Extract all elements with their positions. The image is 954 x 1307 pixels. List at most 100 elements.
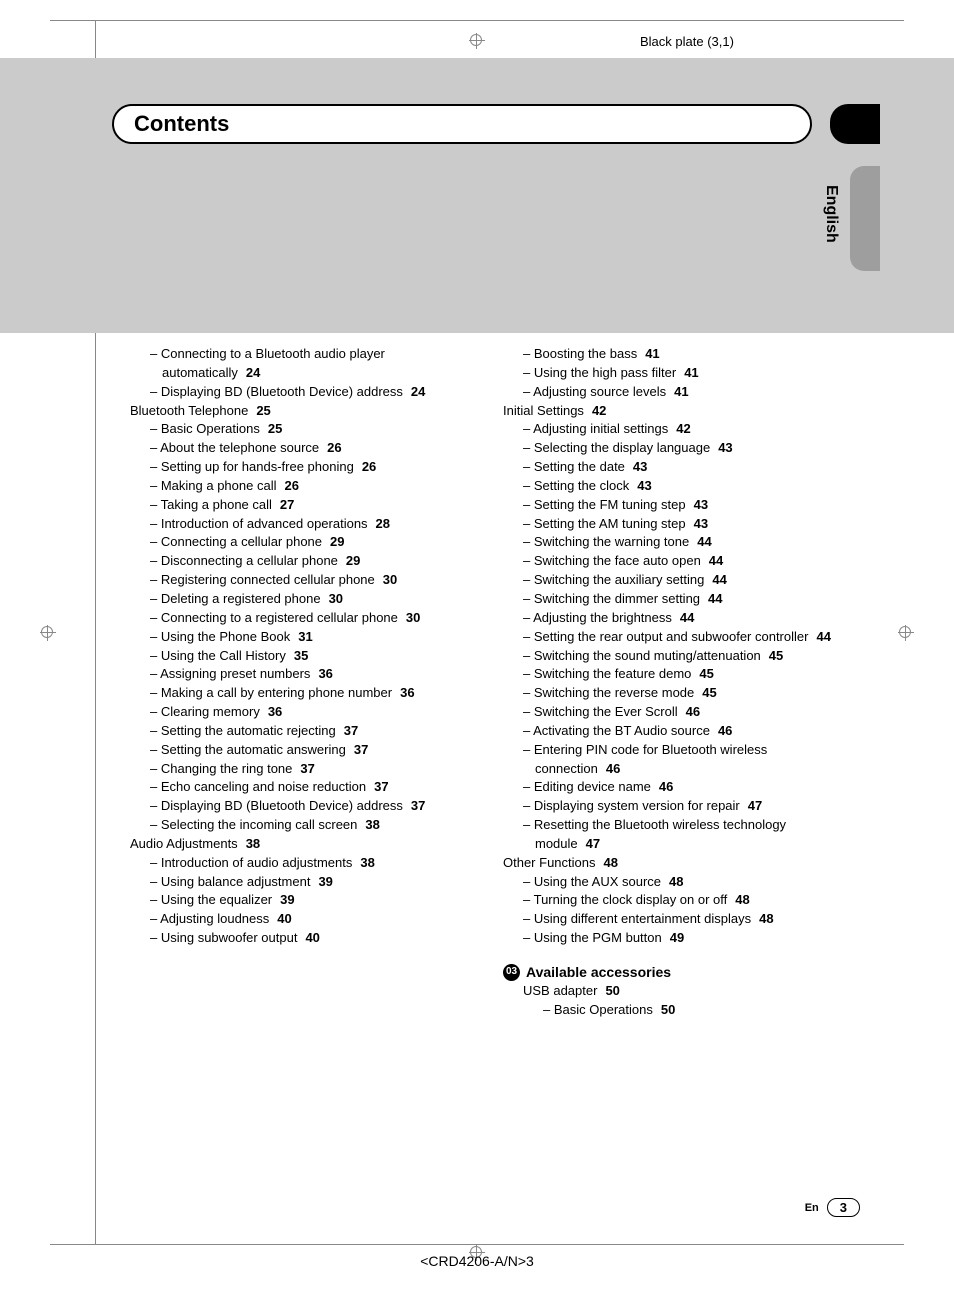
toc-text: Using the Phone Book bbox=[161, 629, 290, 644]
toc-text: Using the Call History bbox=[161, 648, 286, 663]
toc-page: 28 bbox=[376, 516, 390, 531]
toc-text: Resetting the Bluetooth wireless technol… bbox=[534, 817, 786, 851]
toc-subitem: Resetting the Bluetooth wireless technol… bbox=[503, 816, 850, 854]
toc-page: 25 bbox=[256, 403, 270, 418]
section-items: USB adapter50Basic Operations50 bbox=[503, 982, 850, 1020]
toc-text: Activating the BT Audio source bbox=[533, 723, 710, 738]
crop-mark-right bbox=[898, 625, 914, 641]
toc-page: 45 bbox=[699, 666, 713, 681]
toc-text: Registering connected cellular phone bbox=[161, 572, 375, 587]
toc-page: 46 bbox=[659, 779, 673, 794]
toc-page: 42 bbox=[592, 403, 606, 418]
toc-page: 44 bbox=[816, 629, 830, 644]
toc-page: 26 bbox=[284, 478, 298, 493]
toc-subitem: Basic Operations50 bbox=[523, 1001, 850, 1020]
toc-subitem: Setting the FM tuning step43 bbox=[503, 496, 850, 515]
toc-text: Connecting to a registered cellular phon… bbox=[161, 610, 398, 625]
toc-text: Setting the automatic answering bbox=[161, 742, 346, 757]
toc-subitem: Making a call by entering phone number36 bbox=[130, 684, 477, 703]
toc-subitem: Displaying system version for repair47 bbox=[503, 797, 850, 816]
toc-heading: USB adapter50 bbox=[523, 982, 850, 1001]
toc-text: Other Functions bbox=[503, 855, 596, 870]
toc-subitem: Setting the automatic answering37 bbox=[130, 741, 477, 760]
toc-subitem: Editing device name46 bbox=[503, 778, 850, 797]
toc-text: About the telephone source bbox=[160, 440, 319, 455]
toc-page: 44 bbox=[712, 572, 726, 587]
title-pill: Contents bbox=[112, 104, 812, 144]
toc-text: Boosting the bass bbox=[534, 346, 637, 361]
toc-page: 44 bbox=[708, 591, 722, 606]
toc-page: 44 bbox=[680, 610, 694, 625]
toc-page: 36 bbox=[268, 704, 282, 719]
toc-text: Making a call by entering phone number bbox=[161, 685, 392, 700]
toc-page: 45 bbox=[702, 685, 716, 700]
toc-page: 35 bbox=[294, 648, 308, 663]
toc-subitem: Switching the reverse mode45 bbox=[503, 684, 850, 703]
toc-page: 25 bbox=[268, 421, 282, 436]
toc-page: 31 bbox=[298, 629, 312, 644]
toc-subitem: Switching the dimmer setting44 bbox=[503, 590, 850, 609]
toc-subitem: Switching the warning tone44 bbox=[503, 533, 850, 552]
toc-text: Setting the FM tuning step bbox=[534, 497, 686, 512]
toc-text: Connecting a cellular phone bbox=[161, 534, 322, 549]
toc-subitem: Using balance adjustment39 bbox=[130, 873, 477, 892]
toc-subitem: Connecting a cellular phone29 bbox=[130, 533, 477, 552]
toc-page: 39 bbox=[280, 892, 294, 907]
toc-text: Adjusting the brightness bbox=[533, 610, 672, 625]
toc-text: Adjusting source levels bbox=[533, 384, 666, 399]
toc-text: Setting the clock bbox=[534, 478, 629, 493]
toc-subitem: Connecting to a Bluetooth audio player a… bbox=[130, 345, 477, 383]
toc-left-column: Connecting to a Bluetooth audio player a… bbox=[130, 345, 477, 1020]
toc-page: 46 bbox=[686, 704, 700, 719]
toc-subitem: Adjusting source levels 41 bbox=[503, 383, 850, 402]
toc-subitem: Switching the face auto open44 bbox=[503, 552, 850, 571]
toc-text: Displaying system version for repair bbox=[534, 798, 740, 813]
toc-text: Adjusting loudness bbox=[160, 911, 269, 926]
toc-subitem: Setting up for hands-free phoning26 bbox=[130, 458, 477, 477]
toc-subitem: Adjusting initial settings42 bbox=[503, 420, 850, 439]
black-plate-label: Black plate (3,1) bbox=[640, 34, 734, 49]
toc-page: 41 bbox=[674, 384, 688, 399]
toc-right-column: Boosting the bass 41Using the high pass f… bbox=[503, 345, 850, 1020]
toc-page: 29 bbox=[346, 553, 360, 568]
toc-subitem: Using different entertainment displays48 bbox=[503, 910, 850, 929]
toc-page: 38 bbox=[365, 817, 379, 832]
toc-page: 48 bbox=[759, 911, 773, 926]
toc-subitem: Changing the ring tone37 bbox=[130, 760, 477, 779]
toc-page: 42 bbox=[676, 421, 690, 436]
grey-tab bbox=[850, 166, 880, 271]
toc-text: Changing the ring tone bbox=[161, 761, 293, 776]
toc-subitem: Switching the auxiliary setting 44 bbox=[503, 571, 850, 590]
toc-subitem: Using the AUX source48 bbox=[503, 873, 850, 892]
toc-text: Selecting the display language bbox=[534, 440, 710, 455]
toc-subitem: Taking a phone call27 bbox=[130, 496, 477, 515]
toc-page: 50 bbox=[605, 983, 619, 998]
toc-page: 47 bbox=[586, 836, 600, 851]
toc-text: Switching the feature demo bbox=[534, 666, 692, 681]
toc-heading: Initial Settings42 bbox=[503, 402, 850, 421]
toc-page: 26 bbox=[327, 440, 341, 455]
toc-subitem: Using the high pass filter41 bbox=[503, 364, 850, 383]
toc-subitem: Using the PGM button49 bbox=[503, 929, 850, 948]
toc-text: Connecting to a Bluetooth audio player a… bbox=[161, 346, 385, 380]
toc-page: 40 bbox=[277, 911, 291, 926]
toc-page: 36 bbox=[318, 666, 332, 681]
toc-subitem: Adjusting loudness 40 bbox=[130, 910, 477, 929]
toc-subitem: Using subwoofer output40 bbox=[130, 929, 477, 948]
toc-text: Switching the auxiliary setting bbox=[534, 572, 705, 587]
toc-page: 27 bbox=[280, 497, 294, 512]
toc-text: Switching the Ever Scroll bbox=[534, 704, 678, 719]
page-title: Contents bbox=[134, 111, 229, 137]
toc-subitem: Displaying BD (Bluetooth Device) address… bbox=[130, 797, 477, 816]
toc-subitem: Assigning preset numbers36 bbox=[130, 665, 477, 684]
footer-page-number: 3 bbox=[827, 1198, 860, 1217]
toc-subitem: Registering connected cellular phone30 bbox=[130, 571, 477, 590]
toc-subitem: Disconnecting a cellular phone29 bbox=[130, 552, 477, 571]
section-title: Available accessories bbox=[526, 962, 671, 982]
black-tab bbox=[830, 104, 880, 144]
toc-page: 30 bbox=[329, 591, 343, 606]
toc-subitem: Switching the sound muting/attenuation45 bbox=[503, 647, 850, 666]
header-grey-band bbox=[0, 58, 954, 333]
toc-page: 46 bbox=[718, 723, 732, 738]
toc-page: 48 bbox=[735, 892, 749, 907]
